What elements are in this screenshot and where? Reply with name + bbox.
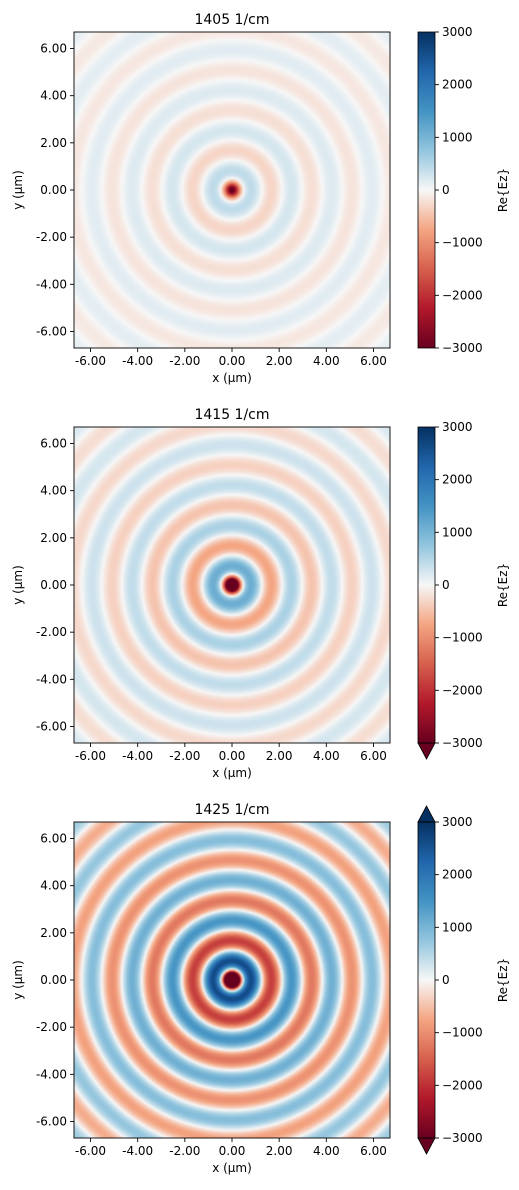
y-tick-label: 6.00 — [40, 832, 67, 846]
colorbar-tick-label: −2000 — [442, 683, 483, 697]
colorbar-tick-label: −3000 — [442, 1131, 483, 1145]
x-tick-label: 4.00 — [313, 354, 340, 368]
x-tick-label: -4.00 — [122, 1144, 153, 1158]
colorbar-tick-label: 1000 — [442, 920, 473, 934]
heatmap-field — [74, 427, 390, 743]
y-tick-label: 6.00 — [40, 437, 67, 451]
colorbar-label: Re{Ez} — [496, 958, 510, 1002]
colorbar-gradient — [418, 32, 435, 348]
x-tick-label: 0.00 — [219, 1144, 246, 1158]
y-tick-label: -2.00 — [36, 230, 67, 244]
y-axis-label: y (µm) — [11, 565, 25, 605]
colorbar-tick-label: −2000 — [442, 288, 483, 302]
y-tick-label: 4.00 — [40, 484, 67, 498]
colorbar-tick-label: −3000 — [442, 341, 483, 355]
colorbar-tick-label: 1000 — [442, 525, 473, 539]
x-tick-label: -6.00 — [75, 1144, 106, 1158]
x-tick-label: -4.00 — [122, 354, 153, 368]
colorbar-gradient — [418, 822, 435, 1138]
x-tick-label: 4.00 — [313, 749, 340, 763]
colorbar-tick-label: 3000 — [442, 420, 473, 434]
y-tick-label: 4.00 — [40, 879, 67, 893]
colorbar-tick-label: 0 — [442, 973, 450, 987]
colorbar-label: Re{Ez} — [496, 563, 510, 607]
colorbar-extend-min — [417, 742, 436, 760]
y-tick-label: -4.00 — [36, 1067, 67, 1081]
x-tick-label: 6.00 — [360, 354, 387, 368]
y-tick-label: -4.00 — [36, 277, 67, 291]
colorbar-gradient — [418, 427, 435, 743]
y-tick-label: 0.00 — [40, 183, 67, 197]
x-tick-label: -6.00 — [75, 354, 106, 368]
y-tick-label: -6.00 — [36, 1114, 67, 1128]
heatmap-field — [74, 32, 390, 348]
y-tick-label: 4.00 — [40, 89, 67, 103]
y-tick-label: -2.00 — [36, 625, 67, 639]
colorbar-tick-label: 0 — [442, 183, 450, 197]
y-tick-label: 2.00 — [40, 531, 67, 545]
x-tick-label: 2.00 — [266, 1144, 293, 1158]
y-tick-label: -6.00 — [36, 719, 67, 733]
x-tick-label: 6.00 — [360, 1144, 387, 1158]
colorbar-tick-label: 3000 — [442, 815, 473, 829]
colorbar-tick-label: −1000 — [442, 236, 483, 250]
colorbar-extend-max — [417, 805, 436, 823]
x-tick-label: 2.00 — [266, 354, 293, 368]
x-tick-label: 0.00 — [219, 354, 246, 368]
colorbar-tick-label: 2000 — [442, 78, 473, 92]
y-tick-label: -6.00 — [36, 324, 67, 338]
colorbar-tick-label: 2000 — [442, 473, 473, 487]
chart-title: 1425 1/cm — [194, 802, 269, 818]
x-tick-label: -2.00 — [169, 749, 200, 763]
y-tick-label: 0.00 — [40, 973, 67, 987]
x-axis-label: x (µm) — [212, 371, 252, 385]
y-axis-label: y (µm) — [11, 960, 25, 1000]
x-tick-label: -4.00 — [122, 749, 153, 763]
colorbar-tick-label: 0 — [442, 578, 450, 592]
chart-title: 1415 1/cm — [194, 407, 269, 423]
colorbar-tick-label: −2000 — [442, 1078, 483, 1092]
chart-panel-2: 1415 1/cm -6.00 -4.00 -2.00 0.00 2.00 4.00 6.00… — [11, 407, 510, 780]
heatmap-field — [74, 822, 390, 1138]
y-tick-label: 6.00 — [40, 42, 67, 56]
y-tick-label: -4.00 — [36, 672, 67, 686]
chart-panel-3: 1425 1/cm -6.00 -4.00 -2.00 0.00 2.00 4.00 6.00… — [11, 802, 510, 1175]
x-axis-label: x (µm) — [212, 1161, 252, 1175]
x-tick-label: 0.00 — [219, 749, 246, 763]
x-axis-label: x (µm) — [212, 766, 252, 780]
colorbar-tick-label: −1000 — [442, 1026, 483, 1040]
y-tick-label: -2.00 — [36, 1020, 67, 1034]
colorbar-extend-min — [417, 1137, 436, 1155]
colorbar-tick-label: 2000 — [442, 868, 473, 882]
chart-title: 1405 1/cm — [194, 12, 269, 28]
x-tick-label: -2.00 — [169, 354, 200, 368]
x-tick-label: -6.00 — [75, 749, 106, 763]
chart-panel-1: 1405 1/cm -6.00 -4.00 -2.00 0.00 2.00 4.00 6.00… — [11, 12, 510, 385]
x-tick-label: 2.00 — [266, 749, 293, 763]
x-tick-label: 6.00 — [360, 749, 387, 763]
colorbar-tick-label: 1000 — [442, 130, 473, 144]
colorbar-tick-label: −3000 — [442, 736, 483, 750]
colorbar-label: Re{Ez} — [496, 168, 510, 212]
colorbar-tick-label: 3000 — [442, 25, 473, 39]
colorbar-tick-label: −1000 — [442, 631, 483, 645]
y-tick-label: 2.00 — [40, 926, 67, 940]
y-axis-label: y (µm) — [11, 170, 25, 210]
x-tick-label: 4.00 — [313, 1144, 340, 1158]
y-tick-label: 0.00 — [40, 578, 67, 592]
x-tick-label: -2.00 — [169, 1144, 200, 1158]
y-tick-label: 2.00 — [40, 136, 67, 150]
